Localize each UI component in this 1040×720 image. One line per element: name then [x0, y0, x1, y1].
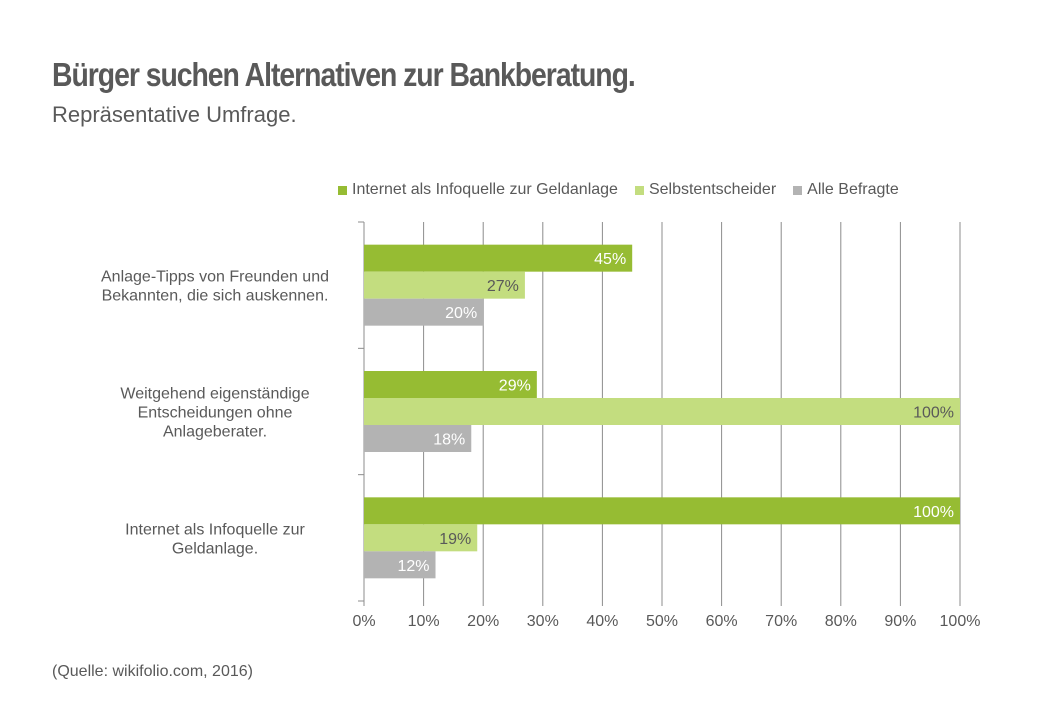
bar: [364, 425, 472, 452]
x-tick-label: 30%: [527, 613, 559, 630]
chart-title: Bürger suchen Alternativen zur Bankberat…: [52, 56, 636, 93]
bar: [364, 244, 633, 272]
data-label: 12%: [397, 558, 429, 575]
data-label: 100%: [913, 504, 954, 521]
category-label: Internet als Infoquelle zur: [125, 521, 305, 538]
x-tick-label: 50%: [646, 613, 678, 630]
data-label: 20%: [445, 305, 477, 322]
x-tick-label: 100%: [940, 613, 981, 630]
bar: [364, 298, 484, 326]
legend-swatch-alle-befragte: [793, 185, 803, 195]
data-label: 18%: [433, 432, 465, 449]
legend-label-selbstentscheider: Selbstentscheider: [648, 181, 777, 198]
bar: [364, 551, 436, 579]
data-label: 19%: [439, 531, 471, 548]
x-tick-label: 80%: [825, 613, 857, 630]
legend-label-alle-befragte: Alle Befragte: [807, 181, 899, 198]
bar: [364, 398, 960, 425]
x-tick-label: 0%: [352, 613, 375, 630]
legend-item-selbstentscheider: Selbstentscheider: [634, 181, 777, 199]
data-label: 27%: [487, 278, 519, 295]
x-tick-label: 60%: [706, 613, 738, 630]
legend-swatch-selbstentscheider: [634, 185, 644, 195]
bar: [364, 497, 960, 525]
x-tick-label: 10%: [408, 613, 440, 630]
category-label: Entscheidungen ohne: [138, 405, 293, 422]
source-note: (Quelle: wikifolio.com, 2016): [52, 663, 253, 680]
chart-subtitle: Repräsentative Umfrage.: [52, 102, 297, 127]
category-label: Geldanlage.: [172, 540, 258, 557]
legend-swatch-internet: [338, 185, 347, 195]
data-label: 100%: [913, 405, 954, 422]
category-label: Bekannten, die sich auskennen.: [102, 288, 329, 305]
legend-label-internet: Internet als Infoquelle zur Geldanlage: [352, 181, 618, 198]
x-tick-label: 40%: [586, 613, 618, 630]
bar: [364, 271, 525, 299]
legend-item-alle-befragte: Alle Befragte: [793, 181, 899, 199]
category-label: Weitgehend eigenständige: [120, 386, 309, 403]
x-tick-label: 90%: [884, 613, 916, 630]
bar: [364, 524, 478, 552]
bar: [364, 371, 537, 398]
x-tick-label: 70%: [765, 613, 797, 630]
category-label: Anlageberater.: [163, 424, 267, 441]
data-label: 45%: [594, 251, 626, 268]
data-label: 29%: [499, 378, 531, 395]
legend: Internet als Infoquelle zur Geldanlage S…: [338, 181, 916, 199]
legend-item-internet: Internet als Infoquelle zur Geldanlage: [338, 181, 618, 199]
x-tick-label: 20%: [467, 613, 499, 630]
category-label: Anlage-Tipps von Freunden und: [101, 269, 329, 286]
